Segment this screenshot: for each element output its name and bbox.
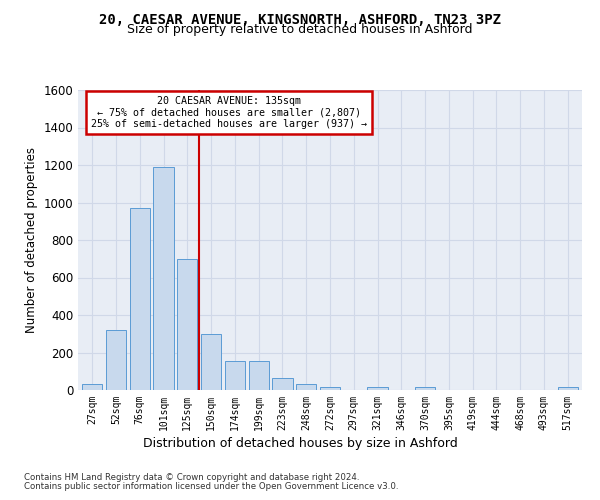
Text: Contains public sector information licensed under the Open Government Licence v3: Contains public sector information licen… — [24, 482, 398, 491]
Bar — [82, 384, 103, 390]
Bar — [130, 208, 150, 390]
Bar — [557, 387, 578, 390]
Y-axis label: Number of detached properties: Number of detached properties — [25, 147, 38, 333]
Text: Distribution of detached houses by size in Ashford: Distribution of detached houses by size … — [143, 438, 457, 450]
Bar — [248, 361, 269, 390]
Bar — [367, 387, 388, 390]
Bar — [106, 330, 126, 390]
Text: 20 CAESAR AVENUE: 135sqm
← 75% of detached houses are smaller (2,807)
25% of sem: 20 CAESAR AVENUE: 135sqm ← 75% of detach… — [91, 96, 367, 129]
Bar — [154, 167, 173, 390]
Bar — [225, 361, 245, 390]
Bar — [320, 387, 340, 390]
Bar — [415, 387, 435, 390]
Text: 20, CAESAR AVENUE, KINGSNORTH, ASHFORD, TN23 3PZ: 20, CAESAR AVENUE, KINGSNORTH, ASHFORD, … — [99, 12, 501, 26]
Bar — [272, 378, 293, 390]
Bar — [201, 334, 221, 390]
Bar — [177, 259, 197, 390]
Bar — [296, 384, 316, 390]
Text: Contains HM Land Registry data © Crown copyright and database right 2024.: Contains HM Land Registry data © Crown c… — [24, 472, 359, 482]
Text: Size of property relative to detached houses in Ashford: Size of property relative to detached ho… — [127, 22, 473, 36]
